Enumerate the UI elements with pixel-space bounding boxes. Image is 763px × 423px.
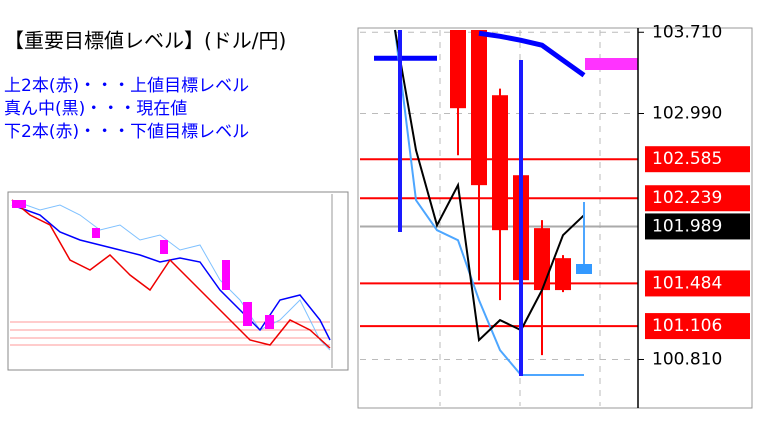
legend-line: 上2本(赤)・・・上値目標レベル (4, 76, 249, 96)
thumbnail-chart (7, 191, 349, 371)
candle-body (555, 258, 571, 291)
level-label-box (645, 185, 750, 212)
y-tick-label: 100.810 (652, 349, 722, 369)
candle-body (492, 95, 508, 231)
series-line (394, 29, 585, 343)
y-tick-label: 103.710 (652, 22, 722, 42)
y-tick-label: 102.990 (652, 103, 722, 123)
thumbnail-band (11, 199, 331, 351)
level-label: 101.989 (652, 216, 722, 236)
series-line (394, 29, 584, 377)
level-label: 102.239 (652, 188, 722, 208)
level-label: 102.585 (652, 149, 722, 169)
level-label-box (645, 213, 750, 240)
level-label-box (645, 270, 750, 297)
candle-body (534, 228, 550, 291)
thumbnail-line (11, 204, 331, 341)
legend-line: 下2本(赤)・・・下値目標レベル (4, 122, 249, 142)
indicator-marker (576, 264, 592, 274)
level-label-box (645, 313, 750, 340)
legend-line: 真ん中(黒)・・・現在値 (4, 99, 187, 119)
thumbnail-frame (7, 191, 349, 371)
candle-body (471, 30, 487, 186)
level-label: 101.106 (652, 316, 722, 336)
level-label: 101.484 (652, 273, 722, 293)
level-label-box (645, 146, 750, 173)
title: 【重要目標値レベル】(ドル/円) (4, 29, 286, 53)
series-line (374, 30, 586, 78)
thumbnail-markers (12, 200, 274, 329)
candle-body (450, 30, 466, 109)
indicator-marker (585, 58, 638, 70)
thumbnail-price (11, 199, 331, 349)
